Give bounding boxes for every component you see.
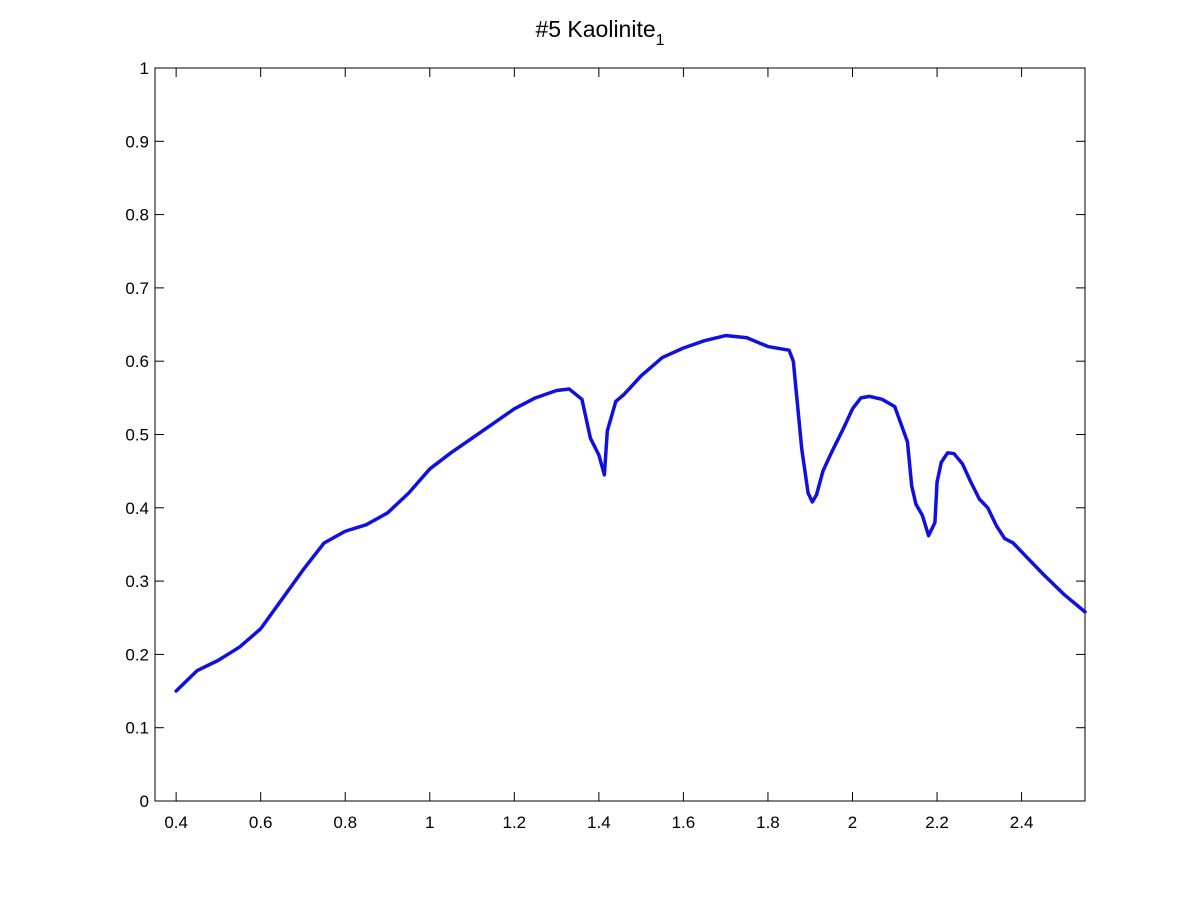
x-tick-label: 2.4 [1010, 813, 1034, 832]
x-tick-label: 0.8 [333, 813, 357, 832]
y-tick-label: 0.2 [125, 645, 149, 664]
y-tick-label: 0.6 [125, 352, 149, 371]
y-tick-label: 0.7 [125, 279, 149, 298]
y-axis-ticks: 0 0.1 0.2 0.3 0.4 0.5 0.6 0.7 0.8 0.9 1 [125, 59, 1085, 811]
x-tick-label: 1.2 [502, 813, 526, 832]
y-tick-label: 0.9 [125, 132, 149, 151]
y-tick-label: 0 [140, 792, 149, 811]
x-tick-label: 1.4 [587, 813, 611, 832]
chart-title-subscript: 1 [656, 32, 665, 49]
y-tick-label: 0.1 [125, 719, 149, 738]
x-axis-ticks: 0.4 0.6 0.8 1 1.2 1.4 1.6 1.8 2 2.2 2.4 [164, 68, 1033, 832]
x-tick-label: 1 [425, 813, 434, 832]
spectrum-line [174, 333, 1087, 693]
chart-title-main: #5 Kaolinite [535, 16, 655, 42]
y-tick-label: 0.5 [125, 426, 149, 445]
y-tick-label: 0.8 [125, 206, 149, 225]
series-group [174, 333, 1087, 693]
x-tick-label: 1.8 [756, 813, 780, 832]
chart-title: #5 Kaolinite1 [535, 16, 664, 49]
y-tick-label: 0.4 [125, 499, 149, 518]
y-tick-label: 1 [140, 59, 149, 78]
x-tick-label: 0.6 [249, 813, 273, 832]
x-tick-label: 2.2 [925, 813, 949, 832]
x-tick-label: 0.4 [164, 813, 188, 832]
x-tick-label: 1.6 [672, 813, 696, 832]
x-tick-label: 2 [848, 813, 857, 832]
plot-area-frame [154, 67, 1086, 802]
y-tick-label: 0.3 [125, 572, 149, 591]
